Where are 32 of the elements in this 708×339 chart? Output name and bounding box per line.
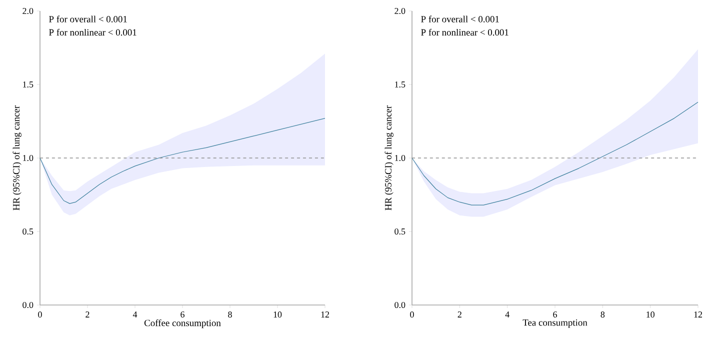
annotation: P for nonlinear < 0.001	[421, 28, 508, 36]
y-axis-title: HR (95%CI) of lung cancer	[12, 106, 22, 210]
y-tick-label: 1.0	[395, 154, 406, 162]
x-axis-title: Tea consumption	[522, 319, 588, 328]
x-tick-label: 6	[180, 312, 184, 318]
y-axis-title: HR (95%CI) of lung cancer	[384, 106, 394, 210]
x-tick-label: 4	[132, 312, 138, 318]
x-tick-label: 8	[228, 312, 232, 318]
y-tick-label: 0.5	[394, 228, 406, 235]
x-tick-label: 10	[274, 312, 282, 318]
y-tick-label: 2.0	[22, 8, 34, 14]
x-tick-label: 4	[505, 312, 510, 318]
annotation: P for overall < 0.001	[49, 16, 127, 22]
x-tick-label: 6	[553, 312, 557, 318]
x-tick-label: 10	[646, 312, 654, 318]
y-tick-label: 0.0	[22, 302, 34, 308]
x-axis-title: Coffee consumption	[144, 319, 221, 328]
x-tick-label: 12	[694, 312, 702, 318]
annotation: P for overall < 0.001	[421, 16, 499, 22]
x-tick-label: 12	[321, 312, 329, 318]
x-tick-label: 2	[458, 312, 462, 318]
x-tick-label: 2	[86, 312, 90, 318]
y-tick-label: 1.5	[395, 81, 406, 88]
y-tick-label: 2.0	[394, 8, 406, 14]
y-tick-label: 1.0	[23, 154, 34, 162]
annotation: P for nonlinear < 0.001	[49, 28, 136, 36]
y-tick-label: 0.5	[22, 228, 34, 235]
y-tick-label: 1.5	[23, 81, 34, 88]
x-tick-label: 0	[38, 312, 42, 318]
y-tick-label: 0.0	[394, 302, 406, 308]
x-tick-label: 8	[600, 312, 605, 318]
x-tick-label: 0	[410, 312, 414, 318]
